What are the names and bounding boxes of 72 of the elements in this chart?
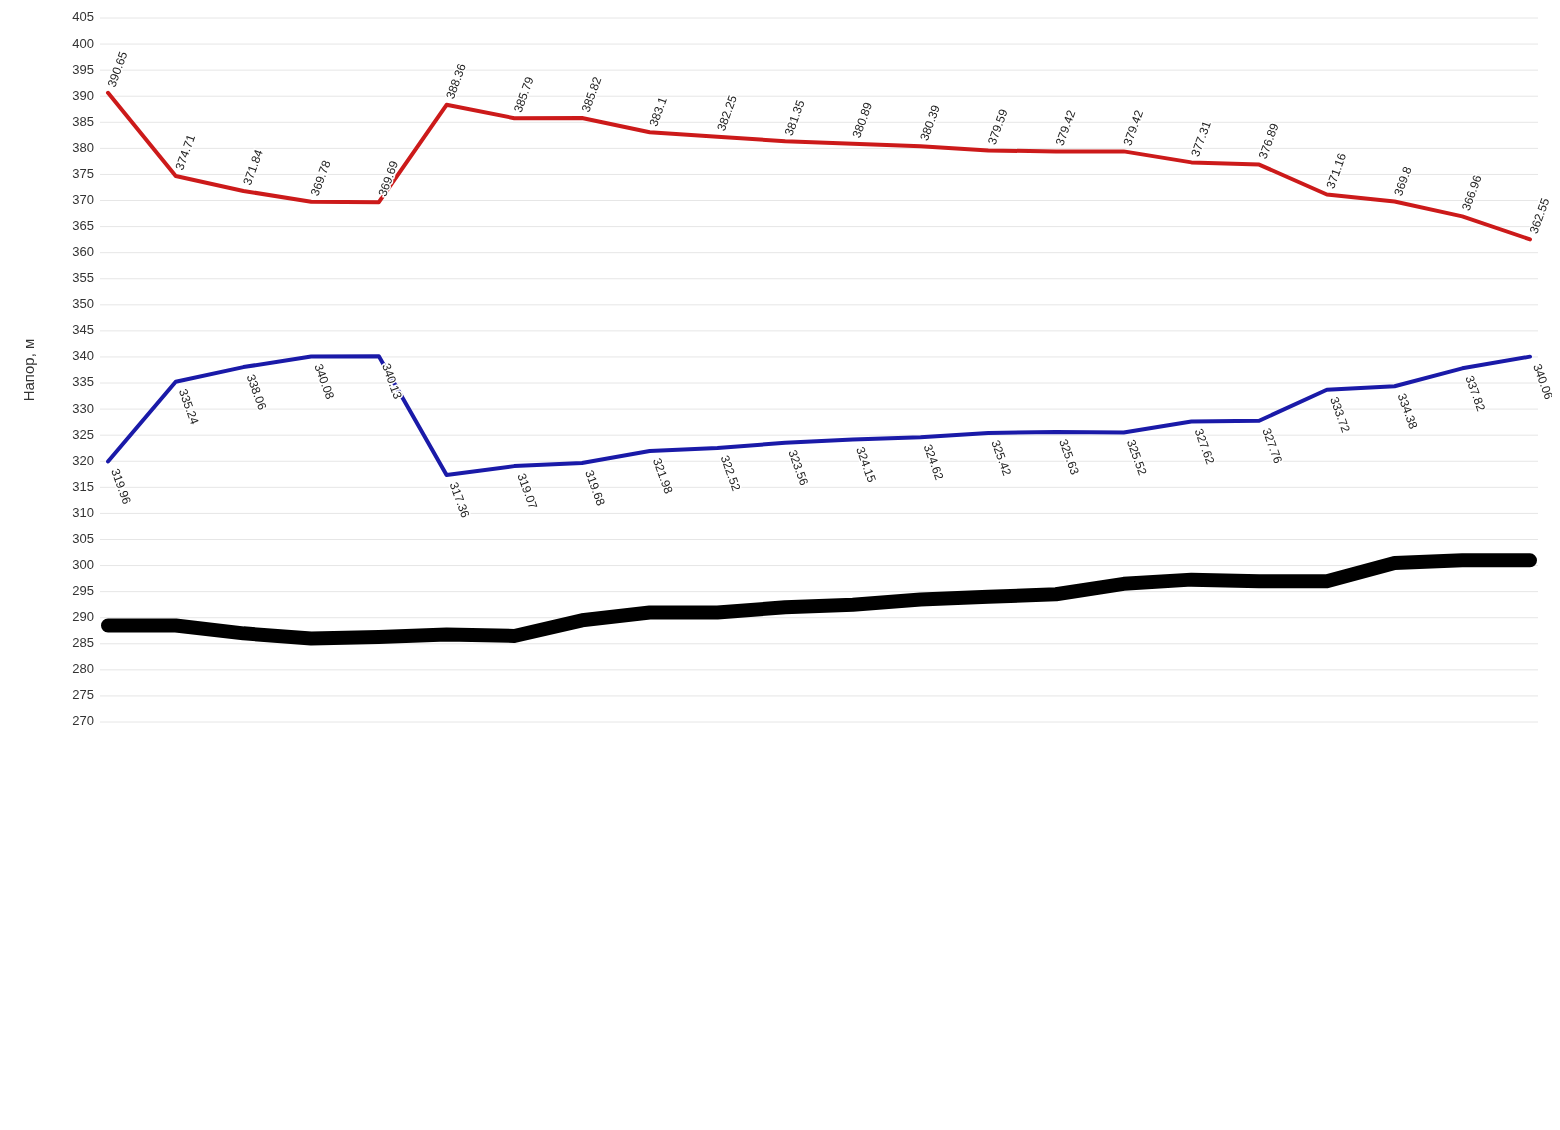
y-tick-label: 405: [72, 9, 94, 25]
y-tick-label: 295: [72, 583, 94, 599]
data-label: 377.31: [1188, 118, 1214, 159]
data-label: 374.71: [172, 132, 199, 173]
y-tick-label: 380: [72, 139, 94, 155]
y-tick-label: 285: [72, 635, 94, 651]
y-tick-label: 400: [72, 35, 94, 51]
data-label: 381.35: [781, 97, 808, 138]
y-tick-label: 345: [72, 322, 94, 338]
data-label: 325.42: [988, 438, 1015, 478]
data-label: 321.98: [649, 456, 676, 496]
y-tick-label: 340: [72, 348, 94, 364]
data-label: 379.42: [1120, 107, 1147, 148]
data-label: 325.52: [1123, 437, 1150, 478]
data-label: 379.42: [1052, 107, 1079, 148]
y-tick-label: 390: [72, 87, 94, 103]
data-label: 324.62: [920, 442, 947, 483]
y-tick-label: 275: [72, 687, 94, 703]
data-label: 327.62: [1191, 426, 1218, 467]
data-label: 380.39: [917, 102, 944, 143]
y-tick-label: 395: [72, 61, 94, 77]
data-label: 376.89: [1255, 121, 1282, 161]
data-label: 369.8: [1391, 164, 1415, 198]
data-label: 340.08: [311, 361, 338, 402]
data-label: 379.59: [984, 107, 1011, 147]
data-label: 324.15: [853, 444, 879, 485]
data-label: 388.36: [443, 61, 470, 101]
data-label: 385.82: [578, 74, 605, 115]
y-tick-label: 315: [72, 478, 94, 494]
data-label: 380.89: [849, 100, 876, 140]
data-label: 319.68: [582, 468, 609, 508]
y-tick-label: 270: [72, 713, 94, 729]
data-label: 338.06: [243, 372, 270, 412]
data-label: 337.82: [1462, 373, 1489, 414]
data-label: 319.07: [514, 471, 541, 512]
y-tick-label: 305: [72, 530, 94, 546]
y-tick-label: 355: [72, 270, 94, 286]
data-label: 382.25: [714, 93, 740, 133]
data-label: 323.56: [785, 448, 812, 488]
data-label: 369.78: [307, 158, 334, 198]
data-label: 319.96: [108, 466, 135, 507]
data-label: 317.36: [446, 480, 473, 520]
y-axis-title: Напор, м: [20, 338, 37, 402]
data-label: 340.13: [379, 361, 405, 402]
y-tick-label: 320: [72, 452, 94, 468]
y-tick-label: 365: [72, 218, 94, 234]
y-tick-label: 350: [72, 296, 94, 312]
y-tick-label: 335: [72, 374, 94, 390]
data-label: 385.79: [510, 74, 537, 115]
data-label: 325.63: [1056, 437, 1083, 477]
data-label: 390.65: [104, 49, 131, 89]
data-label: 322.52: [717, 453, 744, 494]
data-label: 383.1: [646, 95, 670, 129]
data-label: 362.55: [1526, 195, 1553, 236]
y-tick-label: 385: [72, 113, 94, 129]
y-tick-label: 360: [72, 244, 94, 260]
y-tick-label: 370: [72, 191, 94, 207]
data-label: 369.69: [375, 158, 402, 199]
y-tick-label: 300: [72, 556, 94, 572]
data-label: 366.96: [1458, 172, 1485, 213]
y-tick-label: 310: [72, 504, 94, 520]
data-label: 371.16: [1323, 151, 1350, 191]
y-tick-label: 325: [72, 426, 94, 442]
data-label: 334.38: [1394, 391, 1421, 432]
data-label: 327.76: [1259, 426, 1286, 466]
data-label: 333.72: [1327, 395, 1353, 435]
y-tick-label: 330: [72, 400, 94, 416]
y-tick-label: 280: [72, 661, 94, 677]
data-label: 335.24: [175, 387, 202, 427]
data-label: 371.84: [240, 147, 266, 188]
y-tick-label: 375: [72, 165, 94, 181]
y-tick-label: 290: [72, 609, 94, 625]
